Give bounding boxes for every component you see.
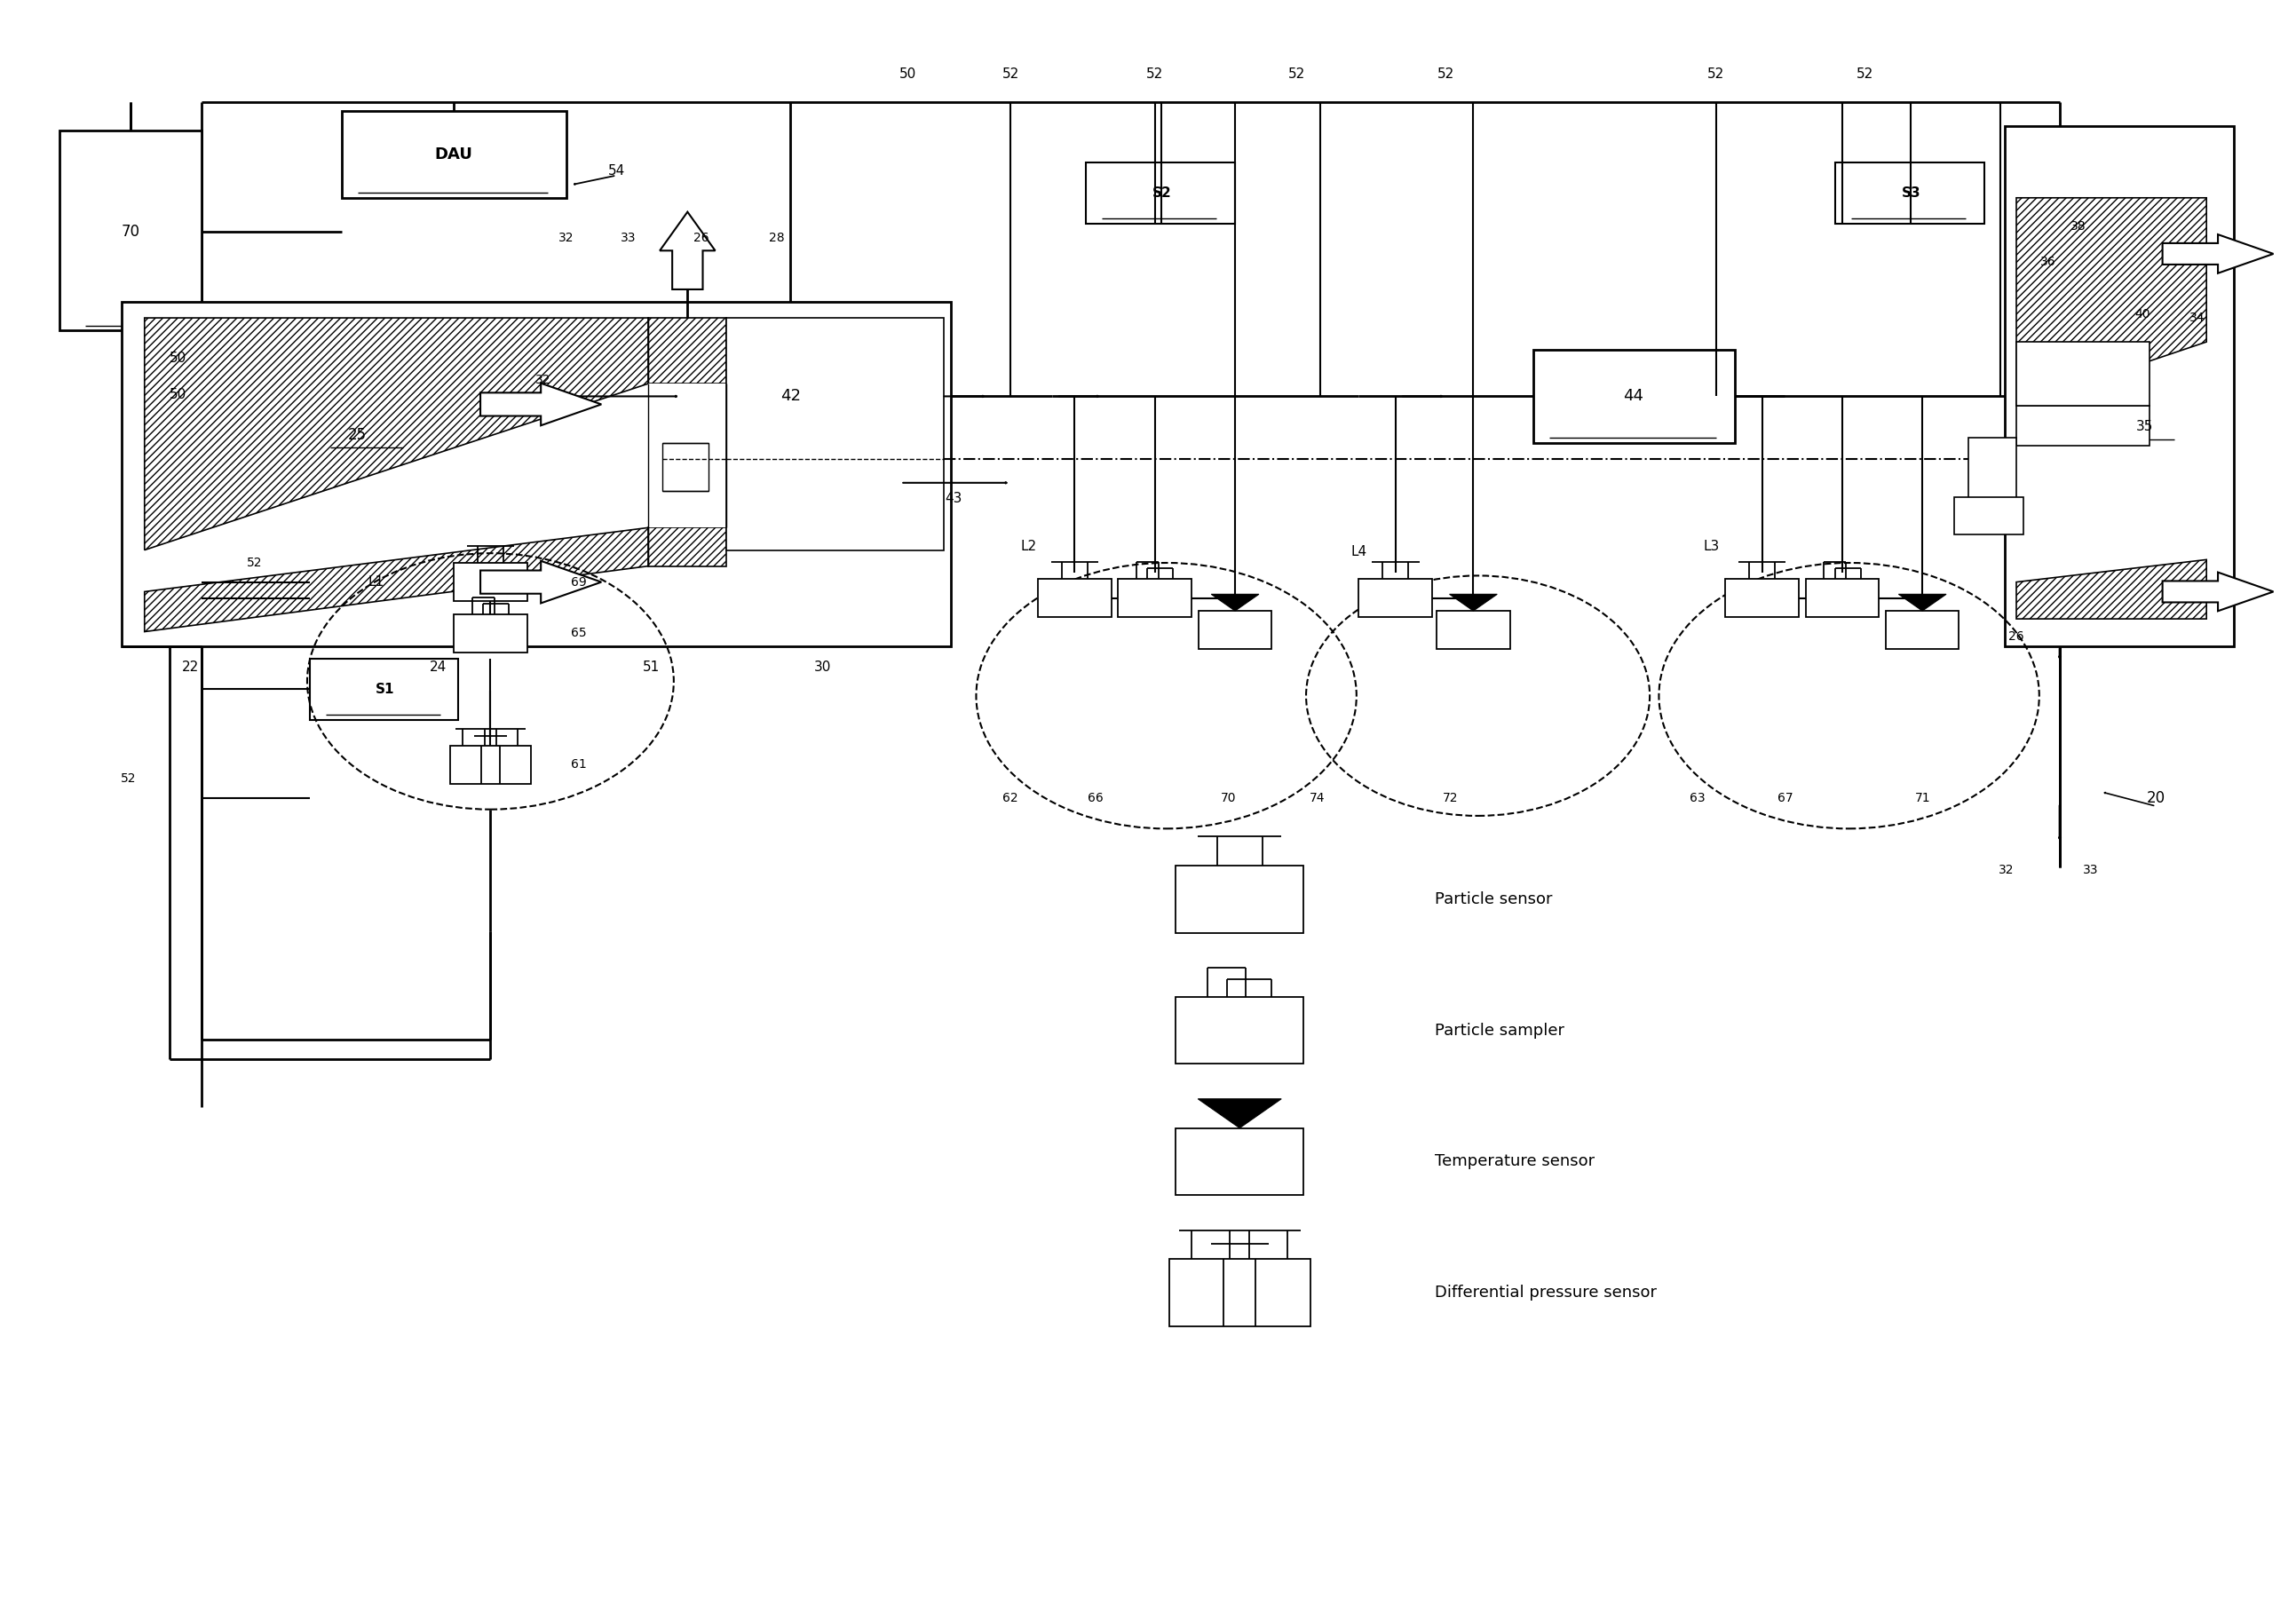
Text: 54: 54 <box>608 164 625 177</box>
Bar <box>1968 438 2016 503</box>
Bar <box>1176 1127 1304 1195</box>
Text: 33: 33 <box>620 231 636 244</box>
Text: 69: 69 <box>572 577 585 588</box>
Text: 67: 67 <box>1777 792 1793 805</box>
Text: 52: 52 <box>1857 67 1874 82</box>
Text: 72: 72 <box>1442 792 1458 805</box>
Text: 35: 35 <box>2135 421 2154 434</box>
Polygon shape <box>1899 594 1947 610</box>
Text: L2: L2 <box>1022 540 1038 554</box>
Bar <box>1199 610 1272 649</box>
Bar <box>647 384 726 528</box>
Text: 50: 50 <box>170 389 186 402</box>
Text: 26: 26 <box>693 231 709 244</box>
Text: 26: 26 <box>2009 630 2025 642</box>
Polygon shape <box>1199 1099 1281 1127</box>
Bar <box>455 613 528 652</box>
Text: Temperature sensor: Temperature sensor <box>1435 1153 1593 1169</box>
Text: Particle sensor: Particle sensor <box>1435 891 1552 907</box>
Text: 50: 50 <box>170 352 186 365</box>
Text: 61: 61 <box>572 758 585 771</box>
Bar <box>122 302 951 646</box>
Bar <box>1724 578 1798 617</box>
Text: 66: 66 <box>1088 792 1102 805</box>
Text: 70: 70 <box>122 223 140 239</box>
Text: 40: 40 <box>2135 308 2149 321</box>
Text: DAU: DAU <box>434 146 473 162</box>
Text: 33: 33 <box>2082 864 2099 877</box>
Bar <box>1118 578 1192 617</box>
Bar <box>2016 406 2149 446</box>
Bar <box>1437 610 1511 649</box>
Text: 52: 52 <box>246 557 262 569</box>
Text: 74: 74 <box>1309 792 1325 805</box>
Bar <box>1359 578 1433 617</box>
Text: 71: 71 <box>1915 792 1931 805</box>
Text: 62: 62 <box>1003 792 1019 805</box>
Bar <box>342 111 567 198</box>
Text: 30: 30 <box>815 660 831 673</box>
Text: 52: 52 <box>1288 67 1306 82</box>
Bar <box>1954 498 2023 535</box>
Text: 50: 50 <box>900 67 916 82</box>
Text: 51: 51 <box>643 660 659 673</box>
Text: 28: 28 <box>769 231 785 244</box>
Bar <box>1169 1259 1311 1327</box>
Text: 65: 65 <box>572 626 585 639</box>
Bar <box>60 130 202 331</box>
Text: 22: 22 <box>181 660 200 673</box>
Text: 52: 52 <box>1001 67 1019 82</box>
Bar <box>450 745 530 784</box>
Text: S2: S2 <box>1153 186 1171 199</box>
Text: 44: 44 <box>1623 389 1644 405</box>
Bar <box>1176 997 1304 1063</box>
Text: 34: 34 <box>2190 312 2204 324</box>
Polygon shape <box>2163 234 2273 273</box>
Text: S1: S1 <box>377 683 395 695</box>
Bar <box>569 384 608 411</box>
Text: 38: 38 <box>2071 220 2087 233</box>
Text: 63: 63 <box>1690 792 1706 805</box>
Text: L1: L1 <box>367 575 383 589</box>
Bar <box>1534 350 1733 443</box>
Text: Particle sampler: Particle sampler <box>1435 1023 1564 1039</box>
Text: 52: 52 <box>1437 67 1453 82</box>
Bar <box>680 350 900 443</box>
Text: 52: 52 <box>1708 67 1724 82</box>
Bar <box>2016 342 2149 406</box>
Text: 20: 20 <box>2147 790 2165 806</box>
Text: L4: L4 <box>1350 544 1366 559</box>
Bar <box>1805 578 1878 617</box>
Bar <box>2004 125 2234 646</box>
Text: 32: 32 <box>558 231 574 244</box>
Text: 70: 70 <box>1221 792 1235 805</box>
Bar <box>455 562 528 601</box>
Text: 24: 24 <box>429 660 445 673</box>
Bar <box>310 658 459 719</box>
Polygon shape <box>480 384 602 426</box>
Text: 32: 32 <box>535 374 551 387</box>
Polygon shape <box>1212 594 1258 610</box>
Polygon shape <box>1449 594 1497 610</box>
Bar <box>1176 866 1304 933</box>
Text: Differential pressure sensor: Differential pressure sensor <box>1435 1285 1655 1301</box>
Text: S3: S3 <box>1901 186 1919 199</box>
Bar <box>1038 578 1111 617</box>
Text: 32: 32 <box>1998 864 2014 877</box>
Bar <box>1086 162 1235 223</box>
Text: 25: 25 <box>349 427 367 443</box>
Polygon shape <box>480 560 602 604</box>
Bar <box>726 318 944 549</box>
Bar <box>661 443 707 491</box>
Text: 43: 43 <box>944 491 962 506</box>
Polygon shape <box>659 212 716 289</box>
Bar <box>1835 162 1984 223</box>
Text: 42: 42 <box>781 389 801 405</box>
Text: 36: 36 <box>2041 255 2057 268</box>
Text: L3: L3 <box>1704 540 1720 554</box>
Text: 52: 52 <box>122 772 135 785</box>
Bar <box>1885 610 1958 649</box>
Polygon shape <box>2163 572 2273 610</box>
Text: 52: 52 <box>1146 67 1164 82</box>
